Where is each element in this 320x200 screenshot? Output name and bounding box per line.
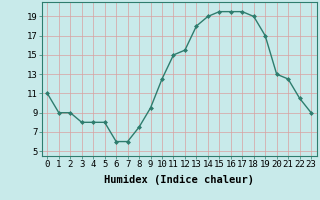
X-axis label: Humidex (Indice chaleur): Humidex (Indice chaleur) (104, 175, 254, 185)
